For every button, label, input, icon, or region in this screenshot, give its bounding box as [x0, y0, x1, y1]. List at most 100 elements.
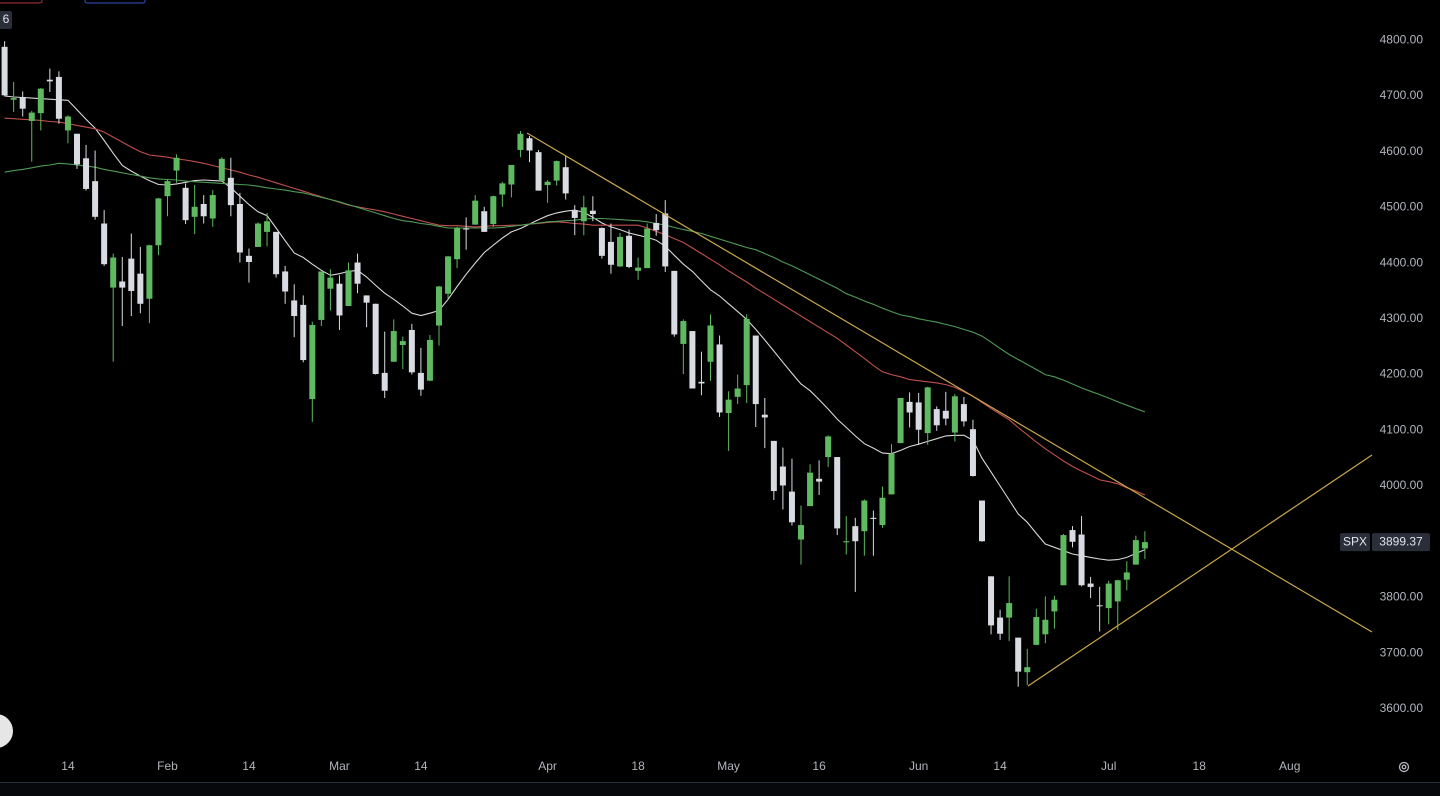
candle-body: [64, 116, 71, 131]
candle-body: [173, 157, 180, 171]
candle-body: [128, 258, 135, 291]
candle-body: [273, 231, 280, 275]
y-tick-label: 4500.00: [1380, 200, 1424, 214]
candle-body: [1024, 667, 1031, 673]
x-tick-label: 14: [242, 759, 256, 773]
candle-body: [481, 211, 488, 232]
candle-body: [951, 396, 958, 433]
bottom-toolbar: [0, 783, 1440, 796]
toolbar-badge[interactable]: [0, 0, 43, 4]
candle-body: [119, 281, 126, 288]
x-tick-label: 14: [414, 759, 428, 773]
candle-body: [707, 325, 714, 362]
candle-body: [734, 388, 741, 397]
candle-body: [770, 440, 777, 492]
candle-body: [752, 335, 759, 405]
candle-body: [888, 453, 895, 495]
y-tick-label: 3800.00: [1380, 590, 1424, 604]
candle-body: [861, 500, 868, 532]
x-tick-label: Mar: [329, 759, 350, 773]
trend-line[interactable]: [1027, 454, 1373, 687]
candle-body: [137, 273, 144, 304]
candle-body: [463, 228, 470, 230]
candle-body: [671, 270, 678, 335]
y-tick-label: 4300.00: [1380, 311, 1424, 325]
candle-body: [508, 164, 515, 185]
candle-body: [200, 204, 207, 217]
x-tick-label: Jul: [1101, 759, 1116, 773]
candle-body: [28, 112, 35, 121]
candle-body: [689, 331, 696, 389]
logo[interactable]: [0, 714, 13, 748]
candle-body: [997, 617, 1004, 634]
x-tick-label: 14: [61, 759, 75, 773]
candle-body: [218, 158, 225, 182]
candle-body: [264, 221, 271, 232]
candle-body: [626, 235, 633, 267]
candle-body: [942, 410, 949, 419]
candle-body: [807, 472, 814, 507]
candle-body: [779, 466, 786, 486]
y-tick-label: 4000.00: [1380, 478, 1424, 492]
trend-line[interactable]: [526, 132, 1373, 633]
candle-body: [372, 303, 379, 374]
price-label-symbol: SPX: [1343, 534, 1367, 548]
candle-body: [535, 152, 542, 191]
y-tick-label: 4400.00: [1380, 255, 1424, 269]
candle-body: [1015, 637, 1022, 672]
y-tick-label: 4100.00: [1380, 422, 1424, 436]
candle-body: [74, 133, 80, 165]
candle-body: [327, 277, 334, 289]
candle-body: [318, 271, 325, 320]
candle-body: [417, 372, 424, 390]
candle-body: [1033, 617, 1040, 645]
badge: 6: [3, 12, 10, 26]
candle-body: [1042, 619, 1049, 635]
candle-body: [164, 181, 171, 197]
x-tick-label: May: [717, 759, 740, 773]
candle-body: [499, 183, 506, 195]
candle-body: [825, 436, 832, 458]
candle-body: [635, 267, 642, 271]
candle-body: [83, 158, 90, 189]
candle-body: [55, 76, 62, 119]
candle-body: [10, 98, 17, 100]
candle-body: [979, 500, 985, 542]
candle-body: [345, 270, 352, 306]
x-tick-label: Apr: [538, 759, 557, 773]
y-tick-label: 3700.00: [1380, 645, 1424, 659]
settings-icon[interactable]: [1398, 761, 1410, 773]
candle-body: [282, 271, 289, 292]
candle-body: [562, 167, 569, 194]
candle-body: [725, 399, 732, 414]
candle-body: [363, 295, 370, 303]
candle-body: [37, 88, 44, 114]
candle-body: [1087, 583, 1094, 587]
candle-body: [426, 340, 433, 381]
candle-body: [915, 402, 922, 430]
candle-body: [680, 321, 687, 344]
candle-body: [1105, 583, 1112, 609]
candle-body: [788, 491, 795, 523]
candle-body: [852, 526, 859, 542]
candle-body: [1141, 542, 1148, 549]
candle-body: [1060, 535, 1067, 586]
candle-body: [553, 161, 560, 181]
candle-body: [236, 204, 243, 253]
x-tick-label: Jun: [909, 759, 928, 773]
candle-body: [743, 318, 750, 386]
candle-body: [46, 79, 53, 82]
candle-body: [1, 46, 8, 96]
candle-body: [589, 210, 596, 215]
candle-body: [698, 381, 705, 384]
candle-body: [517, 133, 524, 150]
candle-body: [1114, 580, 1121, 602]
toolbar-badge[interactable]: [84, 0, 146, 4]
candle-body: [436, 286, 442, 326]
y-tick-label: 4800.00: [1380, 32, 1424, 46]
candle-body: [255, 223, 261, 247]
price-label-box: [1340, 533, 1370, 552]
candle-body: [1069, 530, 1076, 542]
